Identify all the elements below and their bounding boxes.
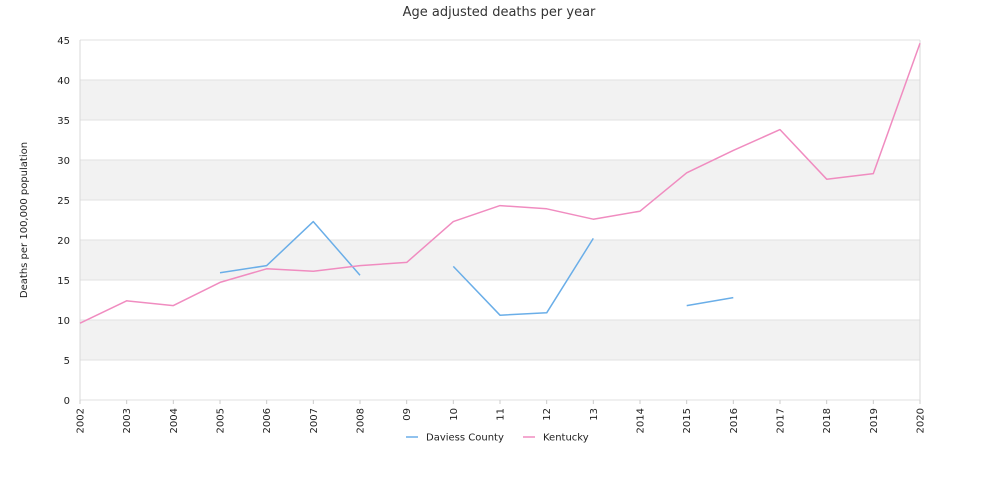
x-tick-label: 2014	[636, 408, 647, 433]
x-tick-label: 2007	[309, 408, 320, 433]
x-tick-label: 2006	[262, 408, 273, 433]
series-line-segment	[219, 220, 361, 276]
y-tick-label: 30	[57, 156, 70, 167]
legend-item: Daviess County	[406, 433, 504, 444]
x-tick-label: 2019	[869, 408, 880, 433]
grid-bands	[79, 39, 921, 401]
x-tick-label: 2017	[776, 408, 787, 433]
x-tick-label: 11	[496, 408, 507, 421]
grid-band	[80, 240, 920, 280]
grid-band	[80, 160, 920, 200]
grid-band	[80, 80, 920, 120]
x-tick-label: 09	[402, 408, 413, 421]
series-kentucky	[79, 42, 921, 324]
series-line-segment	[686, 296, 734, 307]
series-line-segment	[79, 42, 921, 324]
y-tick-label: 15	[57, 276, 70, 287]
grid-band	[80, 40, 920, 80]
grid-band	[80, 360, 920, 400]
chart-title: Age adjusted deaths per year	[403, 5, 596, 20]
y-tick-label: 5	[64, 356, 70, 367]
y-tick-label: 20	[57, 236, 70, 247]
grid-band	[80, 120, 920, 160]
series-daviess-county	[219, 220, 734, 316]
grid-band	[80, 200, 920, 240]
grid-band	[80, 320, 920, 360]
x-tick-label: 2016	[729, 408, 740, 433]
x-tick-label: 2002	[76, 408, 87, 433]
y-tick-label: 10	[57, 316, 70, 327]
x-tick-label: 2020	[916, 408, 927, 433]
legend-label: Daviess County	[426, 433, 504, 444]
x-tick-label: 2008	[356, 408, 367, 433]
y-axis-label: Deaths per 100,000 population	[19, 142, 30, 298]
x-tick-label: 2015	[682, 408, 693, 433]
y-tick-label: 25	[57, 196, 70, 207]
legend-label: Kentucky	[543, 433, 589, 444]
y-tick-label: 40	[57, 76, 70, 87]
x-axis-ticks: 2002 2003 2004 2005 2006 2007 2008 09 10 11 12 13 20…	[76, 400, 927, 433]
x-tick-label: 2005	[216, 408, 227, 433]
legend: Daviess County Kentucky	[406, 433, 589, 444]
y-tick-label: 45	[57, 36, 70, 47]
grid-band	[80, 280, 920, 320]
x-tick-label: 2003	[122, 408, 133, 433]
x-tick-label: 10	[449, 408, 460, 421]
y-tick-label: 0	[64, 396, 70, 407]
x-tick-label: 2004	[169, 408, 180, 433]
y-tick-label: 35	[57, 116, 70, 127]
series-lines	[79, 42, 921, 324]
y-axis-ticks: 0 5 10 15 20 25 30 35 40 45	[57, 36, 70, 407]
series-line-segment	[452, 238, 594, 316]
legend-item: Kentucky	[523, 433, 589, 444]
x-tick-label: 13	[589, 408, 600, 421]
x-tick-label: 2018	[822, 408, 833, 433]
x-tick-label: 12	[542, 408, 553, 421]
